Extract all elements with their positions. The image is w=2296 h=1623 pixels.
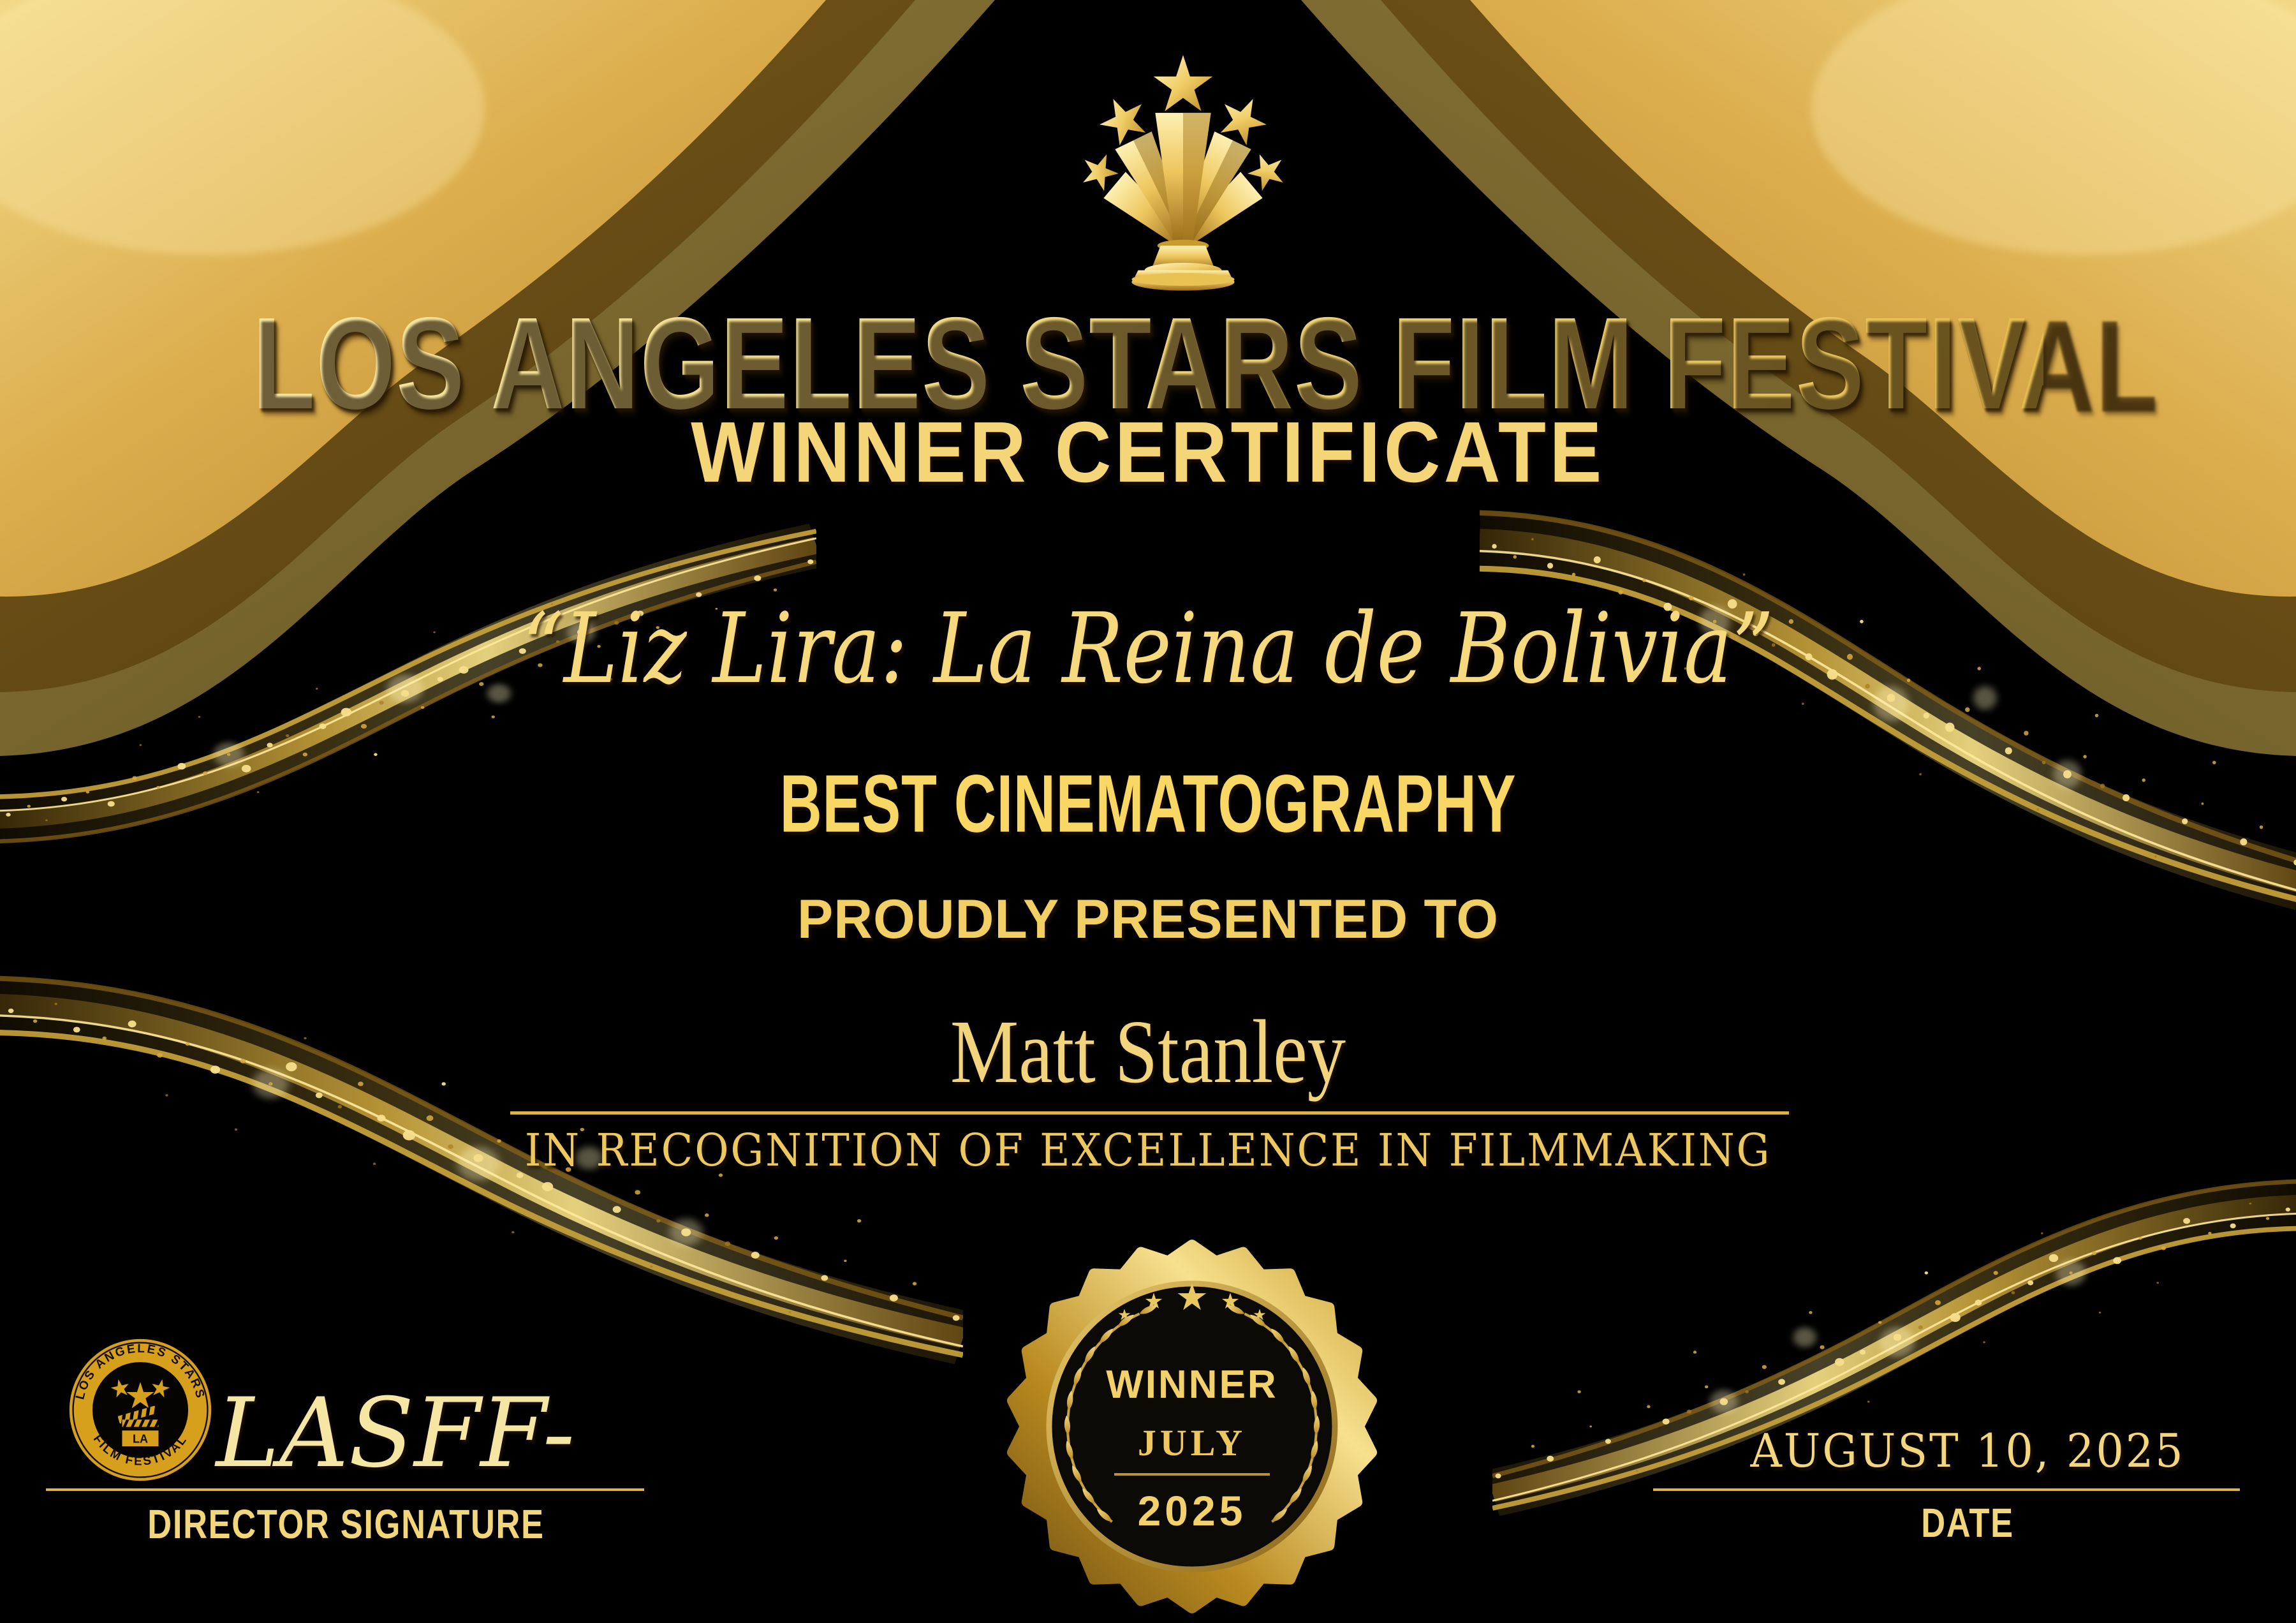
seal-year: 2025	[1138, 1487, 1247, 1534]
date-label: DATE	[1921, 1500, 2014, 1546]
seal-month: JULY	[1138, 1422, 1246, 1464]
date-line	[1653, 1488, 2240, 1491]
laurel-wreath-icon	[1063, 1303, 1321, 1524]
festival-name: LOS ANGELES STARS FILM FESTIVAL	[253, 288, 2156, 439]
presentation-line: PROUDLY PRESENTED TO	[797, 889, 1499, 950]
signature-line	[46, 1488, 644, 1491]
gold-corner-wave-top-right	[1301, 0, 2296, 756]
recognition-line: IN RECOGNITION OF EXCELLENCE IN FILMMAKI…	[524, 1124, 1772, 1176]
recipient-underline	[510, 1111, 1789, 1115]
date-value: AUGUST 10, 2025	[1750, 1424, 2185, 1478]
winner-seal: ★ ★ ★ ★ ★	[1006, 1240, 1378, 1613]
seal-winner-label: WINNER	[1106, 1363, 1277, 1407]
film-title: “Liz Lira: La Reina de Bolivia”	[522, 592, 1774, 705]
director-signature-script: LASFF-	[216, 1378, 575, 1489]
gold-glitter-wave-right-bottom	[1492, 1174, 2296, 1550]
signature-label: DIRECTOR SIGNATURE	[147, 1501, 545, 1547]
award-category: BEST CINEMATOGRAPHY	[779, 758, 1517, 849]
logo-clapper-initials: LA	[133, 1432, 148, 1445]
certificate-type: WINNER CERTIFICATE	[691, 404, 1605, 500]
clapperboard-icon: LA	[117, 1404, 161, 1446]
recipient-name: Matt Stanley	[950, 1001, 1346, 1102]
festival-logo: LOS ANGELES STARS FILM FESTIVAL LA	[69, 1338, 212, 1481]
star-icon: ★	[1175, 1275, 1209, 1319]
star-trophy-icon	[1073, 55, 1293, 291]
